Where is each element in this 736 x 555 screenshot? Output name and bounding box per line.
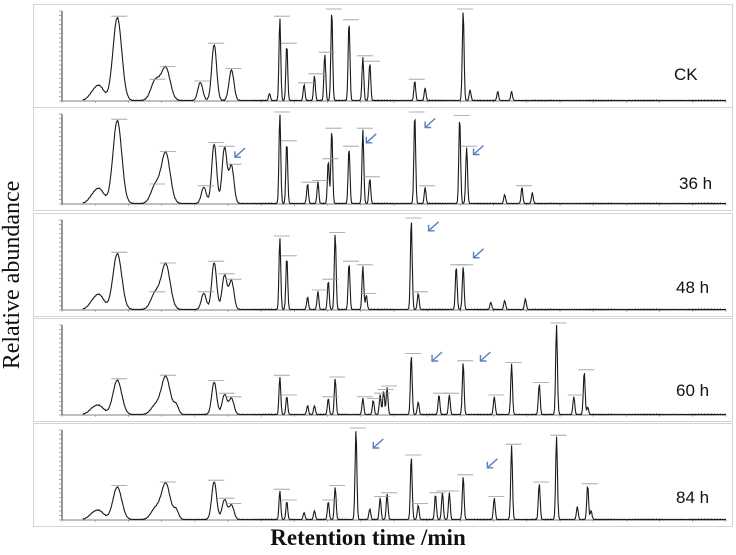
chromatogram-panel-84h: 84 h (33, 423, 733, 527)
panel-label: 60 h (676, 381, 710, 400)
panel-label: 48 h (676, 278, 710, 297)
chromatogram-panel-ck: CK (33, 4, 733, 108)
panel-label: 36 h (679, 174, 713, 193)
panel-label: 84 h (676, 488, 710, 507)
chromatogram-plot (59, 427, 727, 522)
chromatogram-panel-36h: 36 h (33, 107, 733, 211)
x-axis-label: Retention time /min (270, 525, 466, 550)
chromatogram-plot (59, 111, 727, 206)
chromatogram-panel-60h: 60 h (33, 318, 733, 422)
chromatogram-plot (59, 8, 727, 103)
chromatogram-plot (59, 322, 727, 417)
chromatogram-plot (59, 217, 727, 312)
panel-label: CK (674, 65, 698, 84)
chromatogram-panel-48h: 48 h (33, 213, 733, 317)
y-axis-label: Relative abundance (0, 180, 25, 370)
